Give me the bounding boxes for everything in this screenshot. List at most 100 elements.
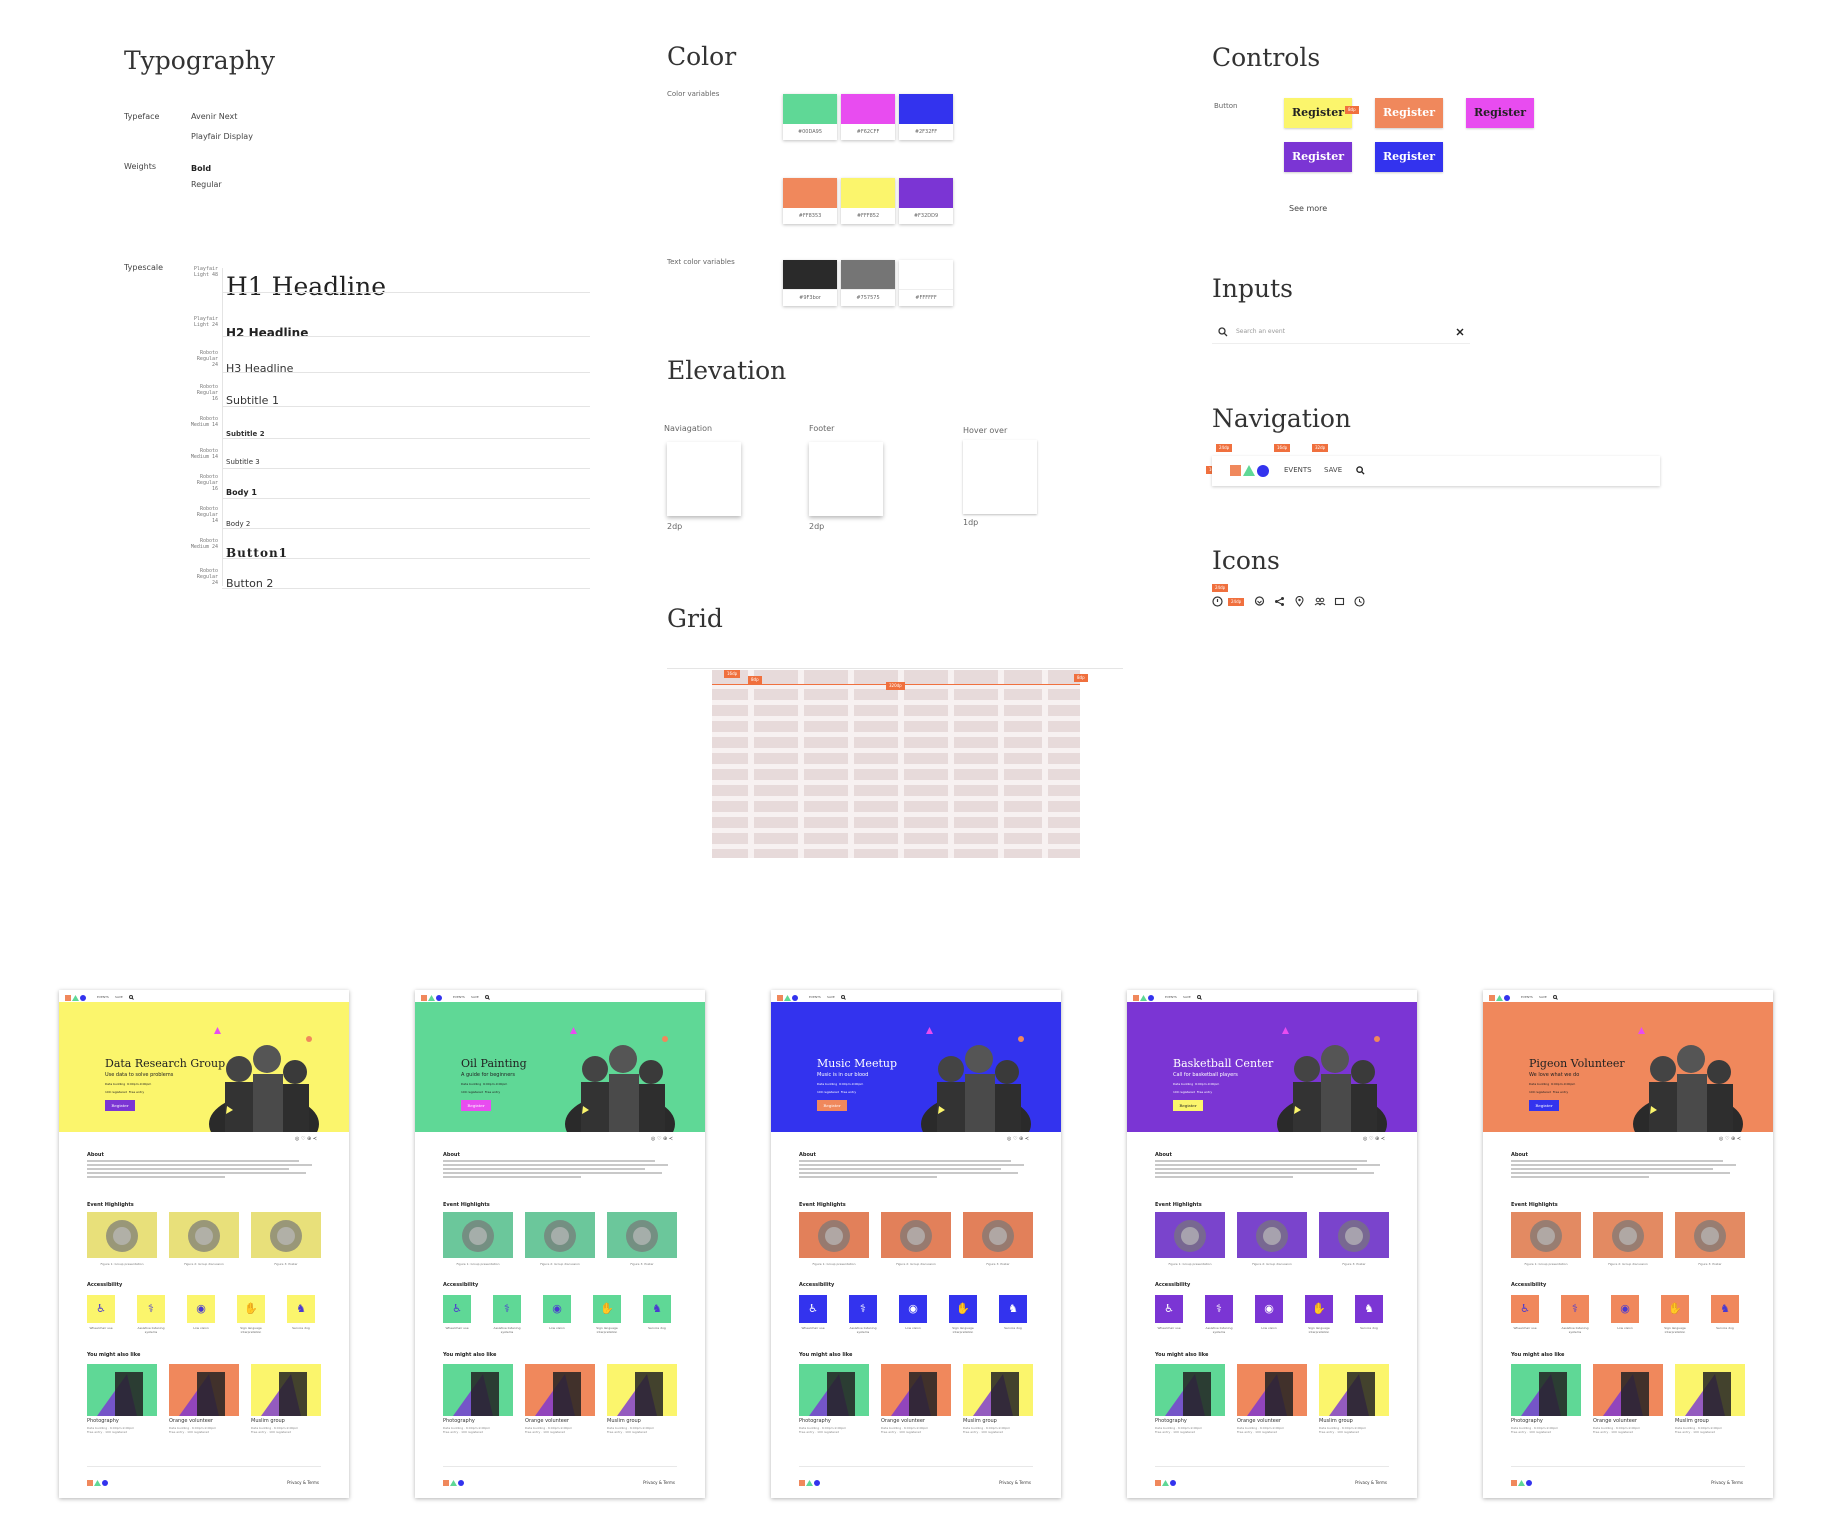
privacy-terms-link[interactable]: Privacy & Terms (287, 1480, 319, 1485)
mock-nav-events[interactable]: EVENTS (1165, 995, 1177, 999)
suggested-event-card[interactable] (1155, 1364, 1225, 1416)
register-button[interactable]: Register (1466, 98, 1534, 128)
see-more-link[interactable]: See more (1289, 204, 1328, 213)
mock-nav-events[interactable]: EVENTS (809, 995, 821, 999)
card-image (535, 1372, 581, 1416)
mock-nav-save[interactable]: SAVE (1183, 995, 1191, 999)
privacy-terms-link[interactable]: Privacy & Terms (1355, 1480, 1387, 1485)
mock-nav-save[interactable]: SAVE (1539, 995, 1547, 999)
register-button[interactable]: Register (1375, 98, 1443, 128)
highlight-photo[interactable] (1319, 1212, 1389, 1258)
hero-register-button[interactable]: Register (1529, 1100, 1559, 1111)
suggested-event-card[interactable] (799, 1364, 869, 1416)
hero-register-button[interactable]: Register (105, 1100, 135, 1111)
card-title[interactable]: Orange volunteer (169, 1418, 213, 1424)
card-title[interactable]: Orange volunteer (1237, 1418, 1281, 1424)
nav-item-save[interactable]: SAVE (1324, 466, 1343, 474)
highlight-photo[interactable] (87, 1212, 157, 1258)
card-title[interactable]: Photography (1511, 1418, 1543, 1424)
suggested-event-card[interactable] (963, 1364, 1033, 1416)
card-title[interactable]: Muslim group (607, 1418, 641, 1424)
suggested-event-card[interactable] (525, 1364, 595, 1416)
privacy-terms-link[interactable]: Privacy & Terms (1711, 1480, 1743, 1485)
action-icons[interactable]: ◎ ♡ ⊕ ≺ (651, 1136, 673, 1142)
card-title[interactable]: Photography (1155, 1418, 1187, 1424)
search-input-field[interactable]: Search an event (1212, 322, 1470, 344)
accessibility-label: Assistive listening systems (493, 1326, 521, 1334)
card-meta-registered: 100 registered (1529, 1430, 1552, 1434)
suggested-event-card[interactable] (169, 1364, 239, 1416)
register-button[interactable]: Register (1284, 142, 1352, 172)
suggested-event-card[interactable] (443, 1364, 513, 1416)
highlight-photo[interactable] (1155, 1212, 1225, 1258)
privacy-terms-link[interactable]: Privacy & Terms (643, 1480, 675, 1485)
highlight-photo[interactable] (963, 1212, 1033, 1258)
highlight-photo[interactable] (1675, 1212, 1745, 1258)
suggested-event-card[interactable] (251, 1364, 321, 1416)
mock-search-icon[interactable] (1197, 995, 1202, 1000)
mock-nav-save[interactable]: SAVE (827, 995, 835, 999)
register-button[interactable]: Register (1284, 98, 1352, 128)
mock-search-icon[interactable] (841, 995, 846, 1000)
card-title[interactable]: Muslim group (1319, 1418, 1353, 1424)
card-title[interactable]: Orange volunteer (1593, 1418, 1637, 1424)
highlight-photo[interactable] (443, 1212, 513, 1258)
suggested-event-card[interactable] (1237, 1364, 1307, 1416)
nav-item-events[interactable]: EVENTS (1284, 466, 1312, 474)
card-title[interactable]: Muslim group (1675, 1418, 1709, 1424)
mock-search-icon[interactable] (1553, 995, 1558, 1000)
suggested-event-card[interactable] (881, 1364, 951, 1416)
controls-title: Controls (1212, 43, 1321, 72)
mock-search-icon[interactable] (485, 995, 490, 1000)
highlight-photo[interactable] (525, 1212, 595, 1258)
mock-search-icon[interactable] (129, 995, 134, 1000)
hero-register-button[interactable]: Register (1173, 1100, 1203, 1111)
nav-tag-1: 24dp (1216, 444, 1233, 452)
suggested-event-card[interactable] (1593, 1364, 1663, 1416)
mock-nav-events[interactable]: EVENTS (1521, 995, 1533, 999)
suggested-event-card[interactable] (607, 1364, 677, 1416)
card-title[interactable]: Photography (87, 1418, 119, 1424)
privacy-terms-link[interactable]: Privacy & Terms (999, 1480, 1031, 1485)
footer-logo-circle-icon (814, 1480, 820, 1486)
typeface-1: Avenir Next (191, 112, 238, 121)
highlight-photo[interactable] (799, 1212, 869, 1258)
mock-nav-events[interactable]: EVENTS (97, 995, 109, 999)
highlight-photo[interactable] (169, 1212, 239, 1258)
mock-nav-events[interactable]: EVENTS (453, 995, 465, 999)
card-title[interactable]: Orange volunteer (525, 1418, 569, 1424)
hero-register-button[interactable]: Register (817, 1100, 847, 1111)
highlight-photo[interactable] (607, 1212, 677, 1258)
highlight-photo[interactable] (1593, 1212, 1663, 1258)
accessibility-label: Assistive listening systems (137, 1326, 165, 1334)
logo-square-icon (1133, 995, 1139, 1001)
highlight-photo[interactable] (1237, 1212, 1307, 1258)
action-icons[interactable]: ◎ ♡ ⊕ ≺ (1363, 1136, 1385, 1142)
suggested-event-card[interactable] (1319, 1364, 1389, 1416)
card-title[interactable]: Muslim group (963, 1418, 997, 1424)
clear-icon[interactable] (1456, 328, 1464, 336)
hero-register-button[interactable]: Register (461, 1100, 491, 1111)
action-icons[interactable]: ◎ ♡ ⊕ ≺ (1007, 1136, 1029, 1142)
swatch-hex: #F62CFF (856, 129, 880, 135)
footer-logo-triangle-icon (94, 1480, 101, 1486)
mock-nav-save[interactable]: SAVE (115, 995, 123, 999)
suggested-event-card[interactable] (87, 1364, 157, 1416)
suggested-event-card[interactable] (1675, 1364, 1745, 1416)
card-title[interactable]: Photography (799, 1418, 831, 1424)
highlight-photo[interactable] (881, 1212, 951, 1258)
nav-search-icon[interactable] (1356, 466, 1365, 475)
card-title[interactable]: Muslim group (251, 1418, 285, 1424)
highlight-photo[interactable] (1511, 1212, 1581, 1258)
card-meta: Data building · 6:00pm-9:00pm Free entry … (1155, 1426, 1203, 1434)
highlights-heading: Event Highlights (443, 1202, 490, 1208)
action-icons[interactable]: ◎ ♡ ⊕ ≺ (1719, 1136, 1741, 1142)
suggested-event-card[interactable] (1511, 1364, 1581, 1416)
highlight-photo[interactable] (251, 1212, 321, 1258)
card-title[interactable]: Photography (443, 1418, 475, 1424)
mock-nav-save[interactable]: SAVE (471, 995, 479, 999)
register-button[interactable]: Register (1375, 142, 1443, 172)
action-icons[interactable]: ◎ ♡ ⊕ ≺ (295, 1136, 317, 1142)
card-title[interactable]: Orange volunteer (881, 1418, 925, 1424)
typescale-sample: Button1 (226, 546, 289, 560)
